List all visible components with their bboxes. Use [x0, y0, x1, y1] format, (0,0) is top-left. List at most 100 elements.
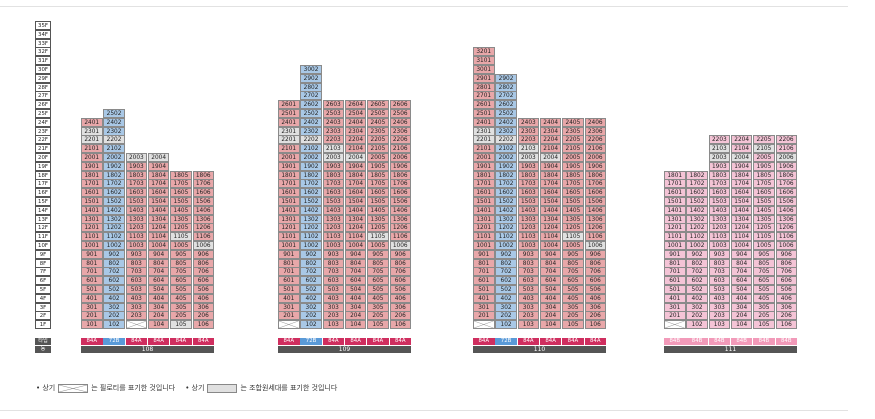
unit-cell: 1201: [81, 223, 103, 233]
unit-cell: 2303: [517, 126, 540, 136]
unit-cell: 1804: [344, 170, 367, 180]
unit-cell: 3001: [473, 65, 495, 74]
unit-cell: 1406: [775, 205, 797, 215]
unit-cell: 1304: [147, 214, 170, 224]
floor-label: 4F: [35, 293, 51, 303]
unit-cell: 2602: [495, 100, 517, 110]
unit-cell: 2001: [278, 153, 300, 162]
unit-cell: 302: [686, 302, 708, 312]
unit-cell: 2304: [539, 126, 562, 136]
unit-cell: 801: [278, 258, 300, 268]
unit-cell: 2402: [495, 117, 517, 127]
unit-cell: 1904: [539, 161, 562, 171]
unit-cell: 1301: [278, 214, 300, 224]
type-cell: 84A: [170, 338, 192, 345]
type-cell: 84A: [562, 338, 584, 345]
unit-cell: 502: [495, 285, 517, 294]
unit-cell: 1005: [367, 241, 389, 250]
unit-cell: 505: [170, 285, 192, 294]
unit-cell: 302: [495, 302, 517, 312]
floor-label: 34F: [35, 29, 51, 39]
unit-cell: 2005: [562, 153, 584, 162]
unit-cell: 901: [81, 249, 103, 259]
unit-cell: 1706: [584, 179, 606, 189]
type-cell: 84A: [344, 338, 367, 345]
unit-cell: 1903: [125, 161, 148, 171]
unit-cell: 1803: [322, 170, 345, 180]
unit-cell: 503: [708, 285, 731, 294]
unit-cell: 1106: [389, 232, 411, 242]
unit-cell: 1405: [367, 205, 389, 215]
unit-cell: 606: [192, 276, 214, 286]
unit-cell: 1301: [81, 214, 103, 224]
unit-cell: 2106: [775, 144, 797, 154]
unit-cell: 605: [367, 276, 389, 286]
unit-cell: 604: [344, 276, 367, 286]
unit-cell: 1604: [539, 188, 562, 198]
unit-cell: 402: [103, 293, 125, 303]
unit-cell: 1504: [730, 197, 753, 206]
unit-cell: 1304: [344, 214, 367, 224]
unit-cell: 1003: [322, 241, 345, 250]
legend-bullet-2: • 상기: [185, 384, 205, 392]
unit-cell: 2105: [562, 144, 584, 154]
unit-cell: 2104: [539, 144, 562, 154]
unit-cell: 703: [322, 267, 345, 277]
unit-cell: 1205: [753, 223, 775, 233]
unit-cell: 1502: [300, 197, 322, 206]
floor-label: 3F: [35, 302, 51, 312]
unit-cell: 2102: [495, 144, 517, 154]
unit-cell: 305: [562, 302, 584, 312]
unit-cell: 2302: [300, 126, 322, 136]
unit-cell: 1505: [562, 197, 584, 206]
unit-cell: 2403: [322, 117, 345, 127]
type-cell: 84B: [730, 338, 753, 345]
unit-cell: 1602: [300, 188, 322, 198]
floor-label: 26F: [35, 100, 51, 110]
unit-cell: 605: [170, 276, 192, 286]
unit-cell: 1302: [686, 214, 708, 224]
unit-cell: 2506: [389, 109, 411, 118]
unit-cell: 1306: [389, 214, 411, 224]
unit-cell: 1404: [344, 205, 367, 215]
unit-cell: 1403: [125, 205, 148, 215]
unit-cell: 1203: [517, 223, 540, 233]
unit-cell: 2002: [103, 153, 125, 162]
unit-cell: 202: [686, 311, 708, 321]
unit-cell: 1205: [170, 223, 192, 233]
unit-cell: 2006: [389, 153, 411, 162]
unit-cell: 304: [147, 302, 170, 312]
unit-cell: 1804: [147, 170, 170, 180]
unit-cell: 703: [517, 267, 540, 277]
unit-cell: 304: [730, 302, 753, 312]
unit-cell: 2202: [300, 135, 322, 145]
floor-label: 28F: [35, 82, 51, 92]
unit-cell: 401: [278, 293, 300, 303]
unit-cell: 1305: [562, 214, 584, 224]
type-cell: 84A: [322, 338, 345, 345]
unit-cell: 1306: [584, 214, 606, 224]
unit-cell: 2302: [103, 126, 125, 136]
unit-cell: 906: [775, 249, 797, 259]
unit-cell: 102: [300, 320, 322, 330]
unit-cell: 1006: [584, 241, 606, 250]
unit-cell: 2406: [584, 117, 606, 127]
unit-cell: 401: [473, 293, 495, 303]
unit-cell: 605: [753, 276, 775, 286]
unit-cell: 406: [584, 293, 606, 303]
unit-cell: 1906: [775, 161, 797, 171]
unit-cell: 903: [125, 249, 148, 259]
type-cell: 84A: [584, 338, 606, 345]
unit-cell: 302: [103, 302, 125, 312]
unit-cell: 706: [775, 267, 797, 277]
unit-cell: 2406: [389, 117, 411, 127]
unit-cell: 2306: [584, 126, 606, 136]
unit-cell: 1405: [562, 205, 584, 215]
unit-cell: 1702: [686, 179, 708, 189]
unit-cell: 502: [686, 285, 708, 294]
floor-label: 25F: [35, 109, 51, 118]
unit-cell: 2206: [775, 135, 797, 145]
unit-cell: 2602: [300, 100, 322, 110]
unit-cell: 1506: [584, 197, 606, 206]
unit-cell: 201: [473, 311, 495, 321]
